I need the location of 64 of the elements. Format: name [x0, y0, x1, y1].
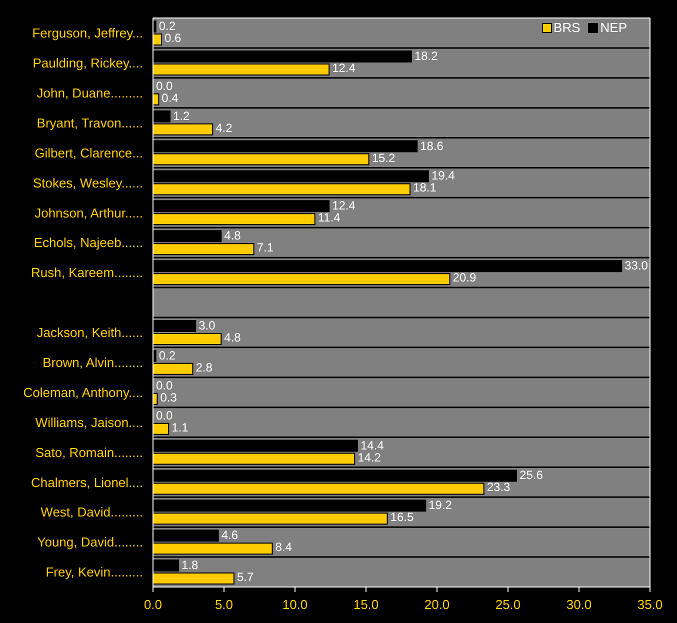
data-label: 23.3 [486, 480, 511, 494]
data-label: 0.6 [164, 31, 182, 45]
y-tick-label: Chalmers, Lionel.... [31, 474, 143, 490]
data-label: 12.4 [332, 60, 356, 75]
data-label: 18.1 [413, 180, 437, 195]
data-label: 0.0 [156, 408, 174, 422]
y-tick-label: West, David......... [40, 504, 143, 520]
data-label: 2.8 [196, 360, 213, 374]
x-tick-label: 5.0 [214, 597, 234, 612]
y-tick-label: Sato, Romain........ [35, 444, 143, 460]
x-tick-label: 35.0 [637, 597, 663, 612]
x-tick-label: 25.0 [495, 597, 521, 612]
y-tick-label: Williams, Jaison.... [35, 414, 143, 430]
y-tick-label: Bryant, Travon...... [36, 115, 143, 130]
legend-label: NEP [600, 20, 627, 35]
data-label: 14.2 [358, 450, 382, 464]
data-label: 20.9 [452, 270, 476, 285]
y-tick-label: Rush, Kareem........ [31, 265, 143, 280]
y-tick-label: Stokes, Wesley...... [32, 175, 143, 190]
data-label: 4.6 [221, 528, 238, 542]
data-label: 18.6 [420, 138, 444, 153]
data-label: 16.5 [390, 510, 414, 524]
data-label: 15.2 [372, 150, 396, 165]
y-tick-label: Coleman, Anthony.... [23, 384, 143, 400]
data-label: 3.0 [198, 318, 216, 332]
y-tick-label: Jackson, Keith...... [36, 325, 143, 340]
x-tick-label: 20.0 [424, 597, 450, 612]
data-label: 12.4 [332, 198, 356, 213]
data-label: 0.2 [158, 19, 176, 33]
y-tick-label: Young, David........ [37, 534, 143, 550]
data-label: 5.7 [236, 570, 254, 584]
data-label: 0.3 [160, 390, 178, 404]
data-label: 1.8 [182, 558, 199, 572]
data-label: 4.2 [216, 120, 233, 135]
data-label: 8.4 [275, 540, 292, 554]
y-tick-label: Echols, Najeeb...... [34, 235, 143, 250]
y-tick-label: Paulding, Rickey.... [32, 56, 143, 71]
data-label: 4.8 [224, 228, 242, 243]
x-tick-label: 15.0 [353, 597, 379, 612]
data-label: 0.0 [156, 78, 174, 93]
data-label: 18.2 [414, 48, 438, 63]
x-tick-label: 0.0 [144, 597, 162, 612]
data-label: 0.0 [156, 378, 174, 392]
y-tick-label: Frey, Kevin......... [46, 564, 143, 580]
y-tick-label: Gilbert, Clarence... [34, 145, 143, 160]
data-label: 33.0 [624, 258, 648, 273]
data-label: 11.4 [318, 210, 341, 225]
y-tick-label: Ferguson, Jeffrey... [32, 26, 143, 41]
x-tick-label: 30.0 [566, 597, 592, 612]
legend-label: BRS [554, 20, 580, 35]
data-label: 1.2 [173, 108, 190, 123]
y-tick-label: Brown, Alvin........ [42, 355, 143, 370]
data-label: 7.1 [256, 240, 274, 255]
data-label: 0.2 [158, 348, 176, 362]
y-tick-label: Johnson, Arthur..... [34, 205, 143, 220]
data-label: 25.6 [520, 468, 544, 482]
data-label: 19.4 [431, 168, 456, 183]
data-label: 19.2 [428, 498, 452, 512]
data-label: 0.4 [162, 90, 179, 105]
x-tick-label: 10.0 [282, 597, 308, 612]
data-label: 4.8 [224, 330, 242, 344]
data-label: 14.4 [360, 438, 384, 452]
data-label: 1.1 [172, 420, 189, 434]
y-tick-label: John, Duane......... [36, 85, 143, 100]
